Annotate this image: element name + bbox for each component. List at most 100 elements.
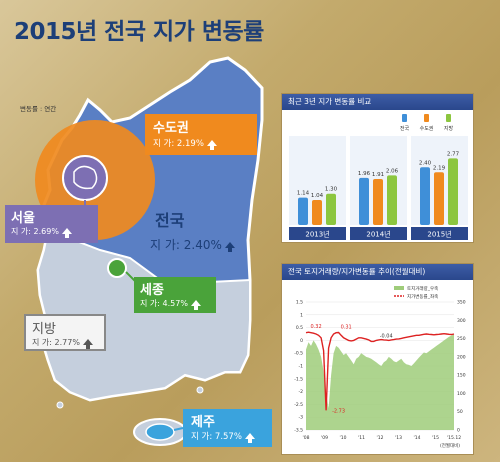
island [56,401,64,409]
up-arrow-icon [224,241,235,252]
up-arrow-icon [82,338,93,349]
legend-label: 수도권 [420,125,434,132]
y-left-tick-label: -1 [299,364,304,370]
price-line [305,331,455,411]
jeju-connector [173,427,184,431]
x-tick-label: '10 [340,435,347,441]
y-right-tick-label: 150 [457,373,466,379]
category-band [350,227,407,240]
jeju-region-circle [145,423,175,441]
category-label: 2014년 [366,230,390,239]
sejong-region-box: 세종 지 가: 4.57% [134,277,216,313]
bar-value-label: 2.40 [419,160,432,166]
jeju-region-name: 제주 [191,415,215,430]
bar [298,197,308,225]
line-chart-title: 전국 토지거래량/지가변동률 추이(전월대비) [282,264,473,280]
y-left-tick-label: 1 [300,312,303,318]
up-arrow-icon [61,227,72,238]
annotation-label: -2.73 [332,408,345,414]
x-note: (전월대비) [440,442,460,449]
legend-label-price: 지가변동률_좌축 [407,293,438,300]
legend-swatch-volume [394,286,404,290]
up-arrow-icon [244,432,255,443]
y-left-tick-label: 0.5 [296,325,303,331]
seoul-region-value: 지 가: 2.69% [11,227,59,236]
bar-chart-panel: 최근 3년 지가 변동률 비교 전국 수도권 지방 1.14 1.04 1.30 2013년… [281,93,474,243]
y-left-tick-label: -2 [299,389,304,395]
x-tick-label: '15 [432,435,439,441]
legend-swatch [446,114,451,122]
x-tick-label: '08 [303,435,310,441]
bar-value-label: 2.06 [386,168,399,174]
sejong-region-name: 세종 [140,283,164,298]
sejong-region-circle [107,258,127,278]
bar [387,175,397,225]
y-right-tick-label: 350 [457,300,466,306]
y-right-tick-label: 300 [457,318,466,324]
bar [448,158,458,225]
bar [373,179,383,225]
legend-label-volume: 토지거래량_우축 [407,285,438,292]
bar-value-label: 1.04 [311,193,324,199]
jeju-region-box: 제주 지 가: 7.57% [183,409,272,447]
bar-value-label: 1.91 [372,172,384,178]
bar [434,172,444,225]
island [196,386,204,394]
bar-value-label: 2.77 [447,151,460,157]
y-left-tick-label: -1.5 [294,376,303,382]
national-label: 전국 지 가: 2.40% [150,207,235,253]
y-left-tick-label: 1.5 [296,300,303,306]
bar-value-label: 1.30 [325,187,338,193]
category-band [289,227,346,240]
sudo-region-value: 지 가: 2.19% [153,139,204,149]
annotation-label: 0.32 [311,324,322,330]
seoul-region-circle [62,155,108,201]
x-tick-label: '14 [414,435,421,441]
x-tick-label: '11 [358,435,365,441]
bar-chart-title: 최근 3년 지가 변동률 비교 [282,94,473,110]
legend-swatch [424,114,429,122]
y-left-tick-label: -3.5 [294,428,303,434]
y-right-tick-label: 50 [457,409,463,415]
seoul-region-name: 서울 [11,211,35,226]
volume-area [306,334,454,430]
line-chart-panel: 전국 토지거래량/지가변동률 추이(전월대비) 토지거래량_우축 지가변동률_좌축… [281,263,474,455]
sudo-region-box: 수도권 지 가: 2.19% [145,114,257,155]
x-tick-label: '09 [321,435,328,441]
bar [359,177,369,225]
y-left-tick-label: -2.5 [294,402,303,408]
bar-chart: 전국 수도권 지방 1.14 1.041.30 2013년 1.96 1.912.06 2014… [289,114,468,240]
legend-label: 전국 [400,125,410,132]
bar-value-label: 1.96 [358,171,371,177]
national-name: 전국 [155,211,185,230]
y-right-tick-label: 200 [457,354,466,360]
up-arrow-icon [190,299,201,310]
national-value: 지 가: 2.40% [150,238,222,252]
sejong-region-value: 지 가: 4.57% [140,299,188,308]
x-tick-label: '13 [395,435,402,441]
annotation-label: -0.04 [380,333,393,339]
y-left-tick-label: -3 [299,415,304,421]
seoul-outline [73,165,98,190]
page-title: 2015년 전국 지가 변동률 [14,19,264,45]
bar [312,199,322,225]
category-label: 2013년 [305,230,329,239]
y-left-tick-label: -0.5 [294,351,303,357]
seoul-region-box: 서울 지 가: 2.69% [5,205,98,243]
jibang-region-box: 지방 지 가: 2.77% [24,314,106,351]
bar-value-label: 2.19 [433,165,446,171]
sudo-region-name: 수도권 [153,121,189,136]
legend-swatch [402,114,407,122]
jibang-region-value: 지 가: 2.77% [32,338,80,347]
x-tick-label: '12 [377,435,384,441]
y-right-tick-label: 100 [457,391,466,397]
y-left-tick-label: 0 [300,338,303,344]
category-band [411,227,468,240]
category-label: 2015년 [427,230,451,239]
y-right-tick-label: 250 [457,336,466,342]
unit-note: 변동률 : 연간 [20,105,57,113]
up-arrow-icon [206,139,217,150]
bar [326,193,336,225]
legend-label: 지방 [444,125,454,132]
